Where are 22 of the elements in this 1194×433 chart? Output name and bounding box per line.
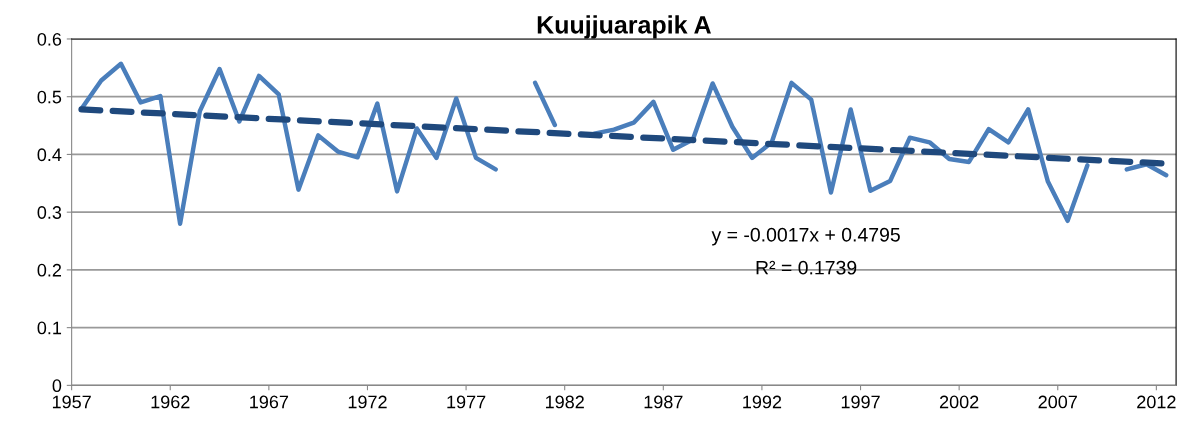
x-tick-label: 2002: [939, 395, 979, 409]
x-tick-label: 1957: [52, 395, 91, 409]
x-tick-label: 1962: [151, 395, 190, 409]
x-tick-label: 1992: [743, 395, 782, 409]
x-tick-label: 2007: [1038, 395, 1077, 409]
annotation: R² = 0.1739: [756, 260, 857, 275]
x-tick-label: 1982: [545, 395, 584, 409]
y-tick-label: 0.1: [37, 321, 62, 335]
y-tick-label: 0: [52, 379, 62, 393]
x-tick-label: 1967: [250, 395, 289, 409]
y-tick-label: 0.3: [37, 206, 62, 219]
y-tick-label: 0.6: [37, 32, 62, 46]
y-tick-label: 0.4: [37, 148, 62, 162]
y-tick-label: 0.5: [37, 90, 62, 104]
chart-title: Kuujjuarapik A: [537, 15, 711, 39]
annotation: y = -0.0017x + 0.4795: [711, 227, 900, 246]
x-tick-label: 1977: [447, 395, 486, 409]
x-tick-label: 1972: [348, 395, 387, 409]
x-tick-label: 1987: [644, 395, 683, 409]
y-tick-label: 0.2: [37, 263, 62, 277]
x-tick-label: 1997: [841, 395, 880, 409]
x-tick-label: 2012: [1137, 395, 1176, 409]
